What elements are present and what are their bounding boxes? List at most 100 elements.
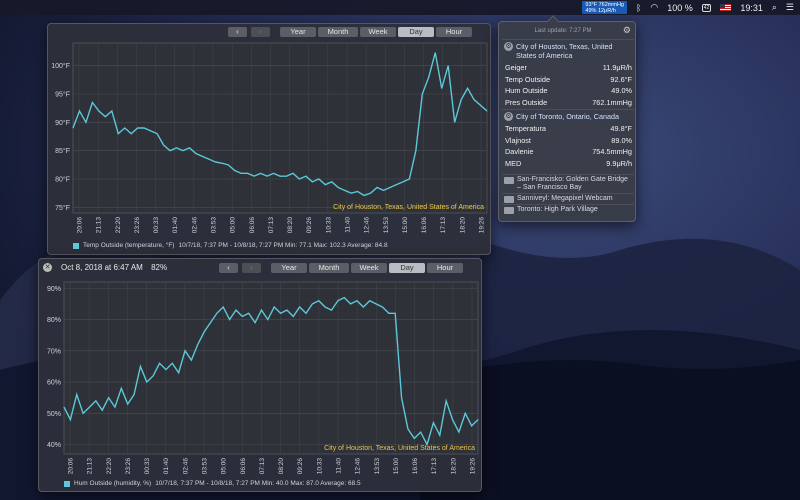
camera-icon bbox=[504, 177, 514, 184]
series-point bbox=[402, 181, 404, 183]
x-tick-label: 15:00 bbox=[402, 217, 409, 234]
reading-label: Temp Outside bbox=[505, 74, 551, 84]
y-tick-label: 80°F bbox=[55, 176, 70, 184]
series-point bbox=[350, 303, 352, 305]
x-tick-label: 21:13 bbox=[96, 217, 103, 234]
series-point bbox=[299, 306, 301, 308]
reading-row[interactable]: Hum Outside 49.0% bbox=[502, 85, 634, 97]
series-point bbox=[210, 322, 211, 324]
x-tick-label: 12:46 bbox=[364, 217, 371, 234]
series-point bbox=[331, 181, 333, 183]
plot-area bbox=[72, 42, 488, 214]
range-button-hour[interactable]: Hour bbox=[436, 27, 472, 37]
series-point bbox=[171, 362, 173, 364]
series-point bbox=[415, 150, 417, 152]
reading-label: MED bbox=[505, 158, 522, 168]
reading-label: Pres Outside bbox=[505, 97, 548, 107]
reading-row[interactable]: Temperatura 49.8°F bbox=[502, 123, 634, 135]
series-point bbox=[344, 189, 346, 191]
range-button-week[interactable]: Week bbox=[351, 263, 387, 273]
series-point bbox=[433, 422, 434, 424]
series-point bbox=[486, 110, 488, 112]
gear-icon[interactable]: ⚙ bbox=[504, 112, 513, 121]
humidity-chart-window[interactable]: ✕ Oct 8, 2018 at 6:47 AM 82% ‹ › Year Mon… bbox=[38, 258, 482, 492]
x-tick-label: 08:20 bbox=[287, 217, 294, 234]
series-point bbox=[312, 303, 313, 305]
reading-row[interactable]: Geiger 11.9μR/h bbox=[502, 62, 634, 74]
series-point bbox=[146, 381, 148, 383]
webcam-item[interactable]: Sanniveyl: Megapixel Webcam bbox=[502, 193, 634, 204]
range-button-week[interactable]: Week bbox=[360, 27, 396, 37]
location-name: City of Toronto, Ontario, Canada bbox=[516, 112, 619, 121]
gear-icon[interactable]: ⚙ bbox=[622, 25, 631, 35]
close-window-button[interactable]: ✕ bbox=[43, 263, 52, 272]
reading-row[interactable]: Pres Outside 762.1mmHg bbox=[502, 97, 634, 109]
series-point bbox=[473, 99, 475, 101]
camera-icon bbox=[504, 207, 514, 214]
wifi-icon[interactable]: ◠ bbox=[650, 2, 659, 12]
series-point bbox=[89, 406, 90, 408]
bluetooth-icon[interactable]: ᛒ bbox=[635, 2, 642, 13]
series-point bbox=[165, 369, 167, 370]
series-point bbox=[439, 434, 441, 436]
battery-icon[interactable]: 42 bbox=[701, 3, 712, 12]
chevron-right-icon: › bbox=[259, 27, 262, 36]
series-point bbox=[143, 127, 145, 129]
series-point bbox=[362, 306, 364, 308]
webcam-section: San-Francisko: Golden Gate Bridge – San … bbox=[502, 174, 634, 215]
series-point bbox=[214, 161, 216, 163]
range-button-day[interactable]: Day bbox=[389, 263, 425, 273]
range-button-hour[interactable]: Hour bbox=[427, 263, 463, 273]
prev-period-button[interactable]: ‹ bbox=[219, 263, 238, 273]
series-point bbox=[460, 99, 462, 101]
menu-bar: 93°F 762mmHg 49% 12μR/h ᛒ ◠ 100 % 42 19:… bbox=[0, 0, 800, 15]
webcam-item[interactable]: Toronto: High Park Village bbox=[502, 204, 634, 215]
clock[interactable]: 19:31 bbox=[740, 2, 763, 13]
x-tick-label: 13:53 bbox=[383, 217, 390, 234]
range-segmented-control[interactable]: Year Month Week Day Hour bbox=[280, 27, 472, 37]
y-tick-label: 95°F bbox=[55, 91, 70, 99]
battery-percent[interactable]: 100 % bbox=[667, 2, 693, 13]
series-point bbox=[464, 412, 466, 414]
reading-label: Vlajnost bbox=[505, 135, 531, 145]
series-point bbox=[176, 147, 177, 149]
x-tick-label: 17:13 bbox=[431, 458, 438, 475]
x-tick-label: 02:46 bbox=[191, 217, 198, 234]
weather-status-widget[interactable]: 93°F 762mmHg 49% 12μR/h bbox=[582, 1, 627, 14]
notification-center-icon[interactable]: ☰ bbox=[785, 2, 794, 12]
x-tick-label: 11:40 bbox=[345, 217, 352, 233]
reading-row[interactable]: Temp Outside 92.6°F bbox=[502, 74, 634, 86]
webcam-item[interactable]: San-Francisko: Golden Gate Bridge – San … bbox=[502, 174, 634, 193]
temperature-chart-window[interactable]: ‹ › Year Month Week Day Hour 75°F 80°F 85°F 90°… bbox=[47, 23, 491, 255]
prev-period-button[interactable]: ‹ bbox=[228, 27, 247, 37]
gear-icon[interactable]: ⚙ bbox=[504, 42, 513, 51]
range-button-year[interactable]: Year bbox=[280, 27, 316, 37]
series-point bbox=[114, 406, 116, 408]
reading-value: 89.0% bbox=[611, 135, 632, 145]
range-button-month[interactable]: Month bbox=[309, 263, 349, 273]
series-point bbox=[130, 133, 132, 135]
next-period-button[interactable]: › bbox=[251, 27, 270, 37]
series-point bbox=[247, 172, 249, 174]
series-point bbox=[95, 400, 97, 402]
series-point bbox=[248, 312, 250, 314]
location-header[interactable]: ⚙ City of Toronto, Ontario, Canada bbox=[502, 110, 634, 123]
range-button-month[interactable]: Month bbox=[318, 27, 358, 37]
x-tick-label: 00:33 bbox=[153, 217, 160, 234]
range-button-day[interactable]: Day bbox=[398, 27, 434, 37]
reading-row[interactable]: Vlajnost 89.0% bbox=[502, 135, 634, 147]
chevron-right-icon: › bbox=[250, 263, 253, 272]
range-button-year[interactable]: Year bbox=[271, 263, 307, 273]
y-tick-label: 60% bbox=[47, 380, 61, 387]
input-source-flag-icon[interactable] bbox=[720, 4, 732, 11]
x-tick-label: 15:00 bbox=[393, 458, 400, 475]
location-header[interactable]: ⚙ City of Houston, Texas, United States … bbox=[502, 40, 634, 62]
reading-row[interactable]: Davlenie 754.5mmHg bbox=[502, 146, 634, 158]
x-tick-label: 23:26 bbox=[125, 458, 132, 475]
next-period-button[interactable]: › bbox=[242, 263, 261, 273]
reading-row[interactable]: MED 9.9μR/h bbox=[502, 158, 634, 170]
spotlight-search-icon[interactable]: ⌕ bbox=[771, 2, 777, 12]
popover-caret bbox=[547, 15, 559, 27]
range-segmented-control[interactable]: Year Month Week Day Hour bbox=[271, 263, 463, 273]
y-tick-label: 90% bbox=[47, 286, 61, 293]
